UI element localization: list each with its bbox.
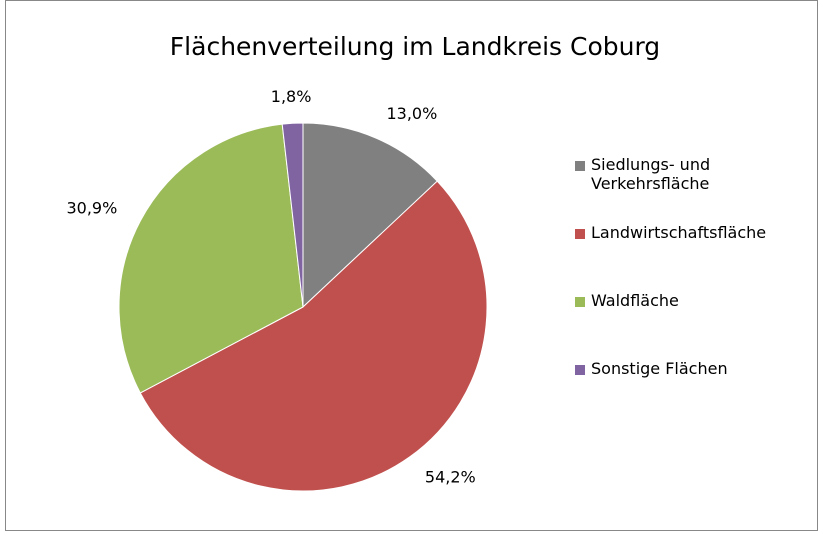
legend-swatch [575,297,585,307]
legend-swatch [575,229,585,239]
legend-label: Landwirtschaftsfläche [591,223,767,242]
legend-label: Waldfläche [591,291,679,310]
data-label: 54,2% [425,467,476,486]
pie-slice [302,122,438,309]
chart-title: Flächenverteilung im Landkreis Coburg [170,32,660,61]
legend-item: Sonstige Flächen [575,359,771,427]
legend-swatch [575,365,585,375]
legend: Siedlungs- und Verkehrsfläche Landwirtsch… [575,155,775,427]
legend-label: Siedlungs- und Verkehrsfläche [591,155,711,193]
legend-item: Siedlungs- und Verkehrsfläche [575,155,771,223]
pie-slice [139,180,488,492]
data-label: 1,8% [271,87,312,106]
legend-item: Landwirtschaftsfläche [575,223,771,291]
legend-item: Waldfläche [575,291,771,359]
pie-slice [281,122,304,308]
pie-slice [118,123,304,394]
data-label: 13,0% [386,104,437,123]
legend-label: Sonstige Flächen [591,359,728,378]
legend-swatch [575,161,585,171]
data-label: 30,9% [66,198,117,217]
